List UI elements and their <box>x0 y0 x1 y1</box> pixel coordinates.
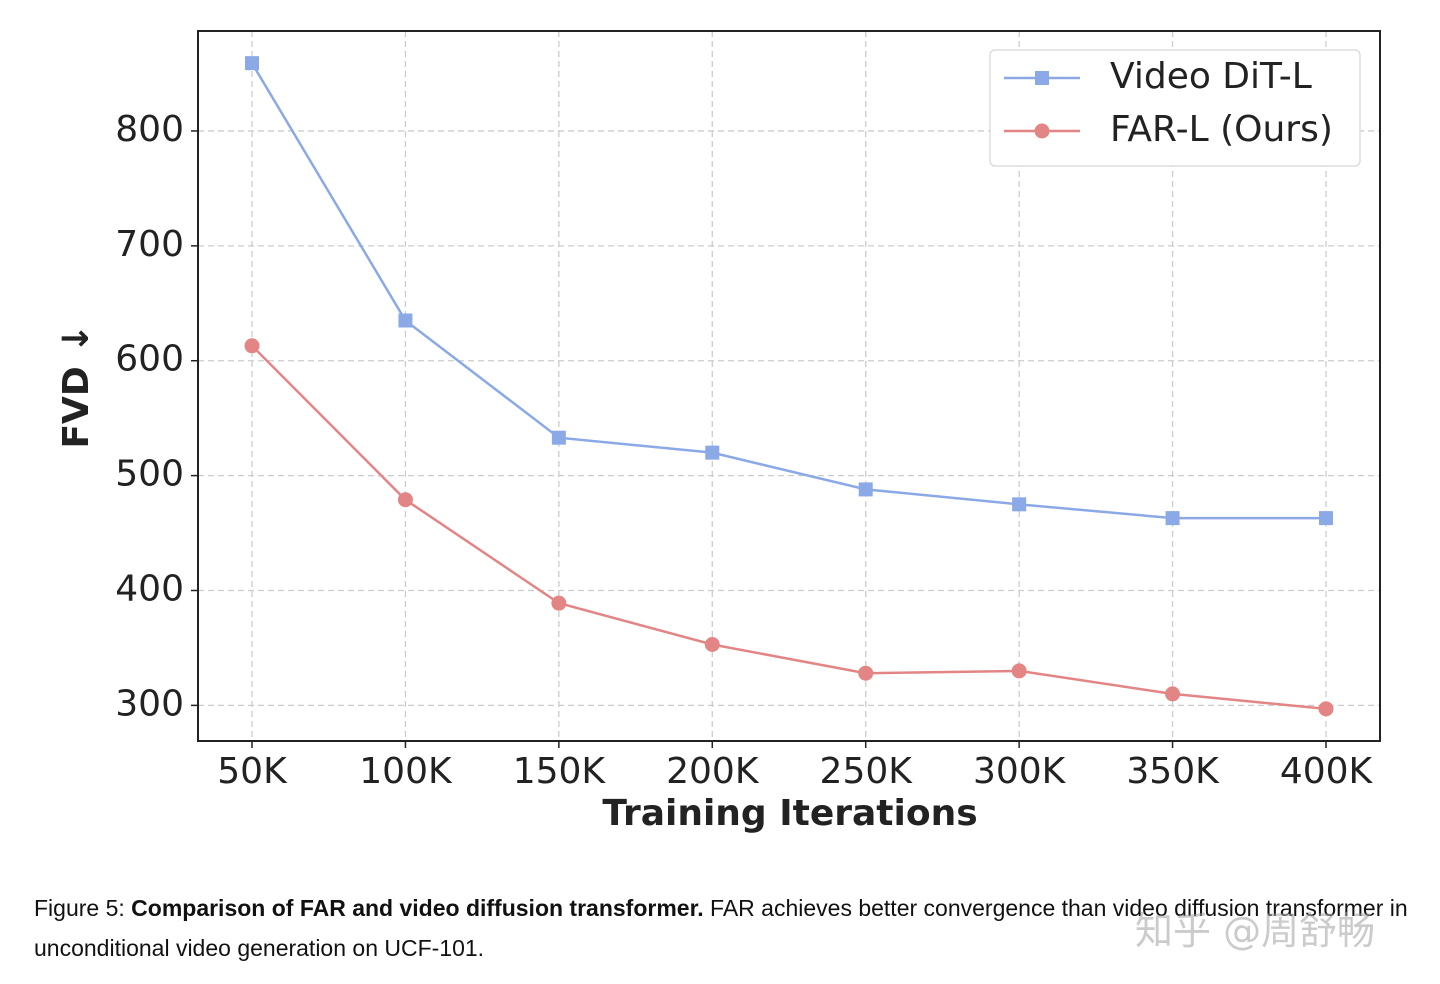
x-tick-label: 250K <box>820 751 914 792</box>
marker <box>397 492 413 508</box>
y-tick-label: 300 <box>115 683 184 724</box>
caption-text: FAR achieves better convergence than vid… <box>34 895 1408 961</box>
marker <box>858 482 873 497</box>
x-tick-label: 350K <box>1126 751 1220 792</box>
watermark: 知乎 @周舒畅 <box>1135 909 1376 953</box>
caption: Figure 5: Comparison of FAR and video di… <box>34 888 1414 968</box>
x-tick-label: 400K <box>1280 751 1374 792</box>
chart: Training Iterations FVD ↓ 300 400 500 600 70… <box>56 30 1381 834</box>
marker <box>398 313 413 328</box>
legend-marker <box>1034 123 1050 139</box>
x-tick-label: 150K <box>513 751 607 792</box>
marker <box>1318 701 1334 717</box>
plot-frame <box>197 30 1381 742</box>
marker <box>1165 686 1181 702</box>
marker <box>705 445 720 460</box>
marker <box>244 338 260 354</box>
x-tick-label: 200K <box>666 751 760 792</box>
legend-box <box>989 49 1361 167</box>
marker <box>858 665 874 681</box>
caption-label: Figure 5: <box>34 895 125 921</box>
series-line <box>251 344 1327 711</box>
series-line <box>250 62 1326 520</box>
marker <box>704 636 720 652</box>
legend-marker <box>1035 71 1049 85</box>
marker <box>1318 511 1333 526</box>
legend-label: Video DiT-L <box>1110 56 1312 97</box>
marker <box>1012 497 1027 512</box>
marker <box>245 56 260 71</box>
y-tick-label: 700 <box>115 224 184 265</box>
marker <box>1165 511 1180 526</box>
marker <box>551 595 567 611</box>
x-tick-label: 50K <box>217 751 288 792</box>
marker <box>551 430 566 445</box>
y-tick-label: 500 <box>115 454 184 495</box>
x-tick-label: 100K <box>359 751 453 792</box>
y-tick-label: 400 <box>115 568 184 609</box>
x-tick-label: 300K <box>973 751 1067 792</box>
y-tick-label: 600 <box>115 339 184 380</box>
marker <box>1011 663 1027 679</box>
y-axis-label: FVD ↓ <box>56 323 97 448</box>
y-tick-label: 800 <box>115 109 184 150</box>
caption-title: Comparison of FAR and video diffusion tr… <box>131 895 704 921</box>
x-axis-label: Training Iterations <box>602 793 977 834</box>
legend-label: FAR-L (Ours) <box>1110 109 1333 150</box>
